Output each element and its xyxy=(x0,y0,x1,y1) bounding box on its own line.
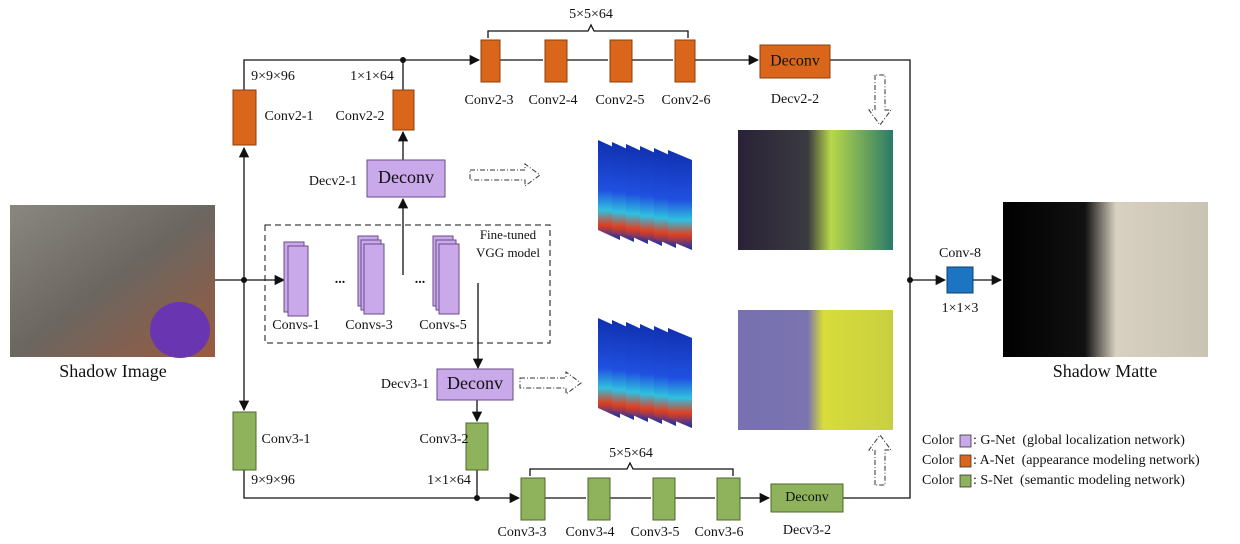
block-label: Convs-3 xyxy=(345,318,392,333)
output-label: Shadow Matte xyxy=(1053,361,1157,381)
ellipsis: ... xyxy=(335,272,346,287)
block-label: Conv3-5 xyxy=(631,525,680,540)
conv-block xyxy=(233,90,256,145)
dims-label: 9×9×96 xyxy=(251,69,295,84)
ellipsis: ... xyxy=(415,272,426,287)
legend-swatch xyxy=(960,475,971,487)
conv-block xyxy=(481,40,500,82)
deconv-text: Deconv xyxy=(770,53,820,70)
conv-stack xyxy=(284,236,459,316)
block-label: Conv-8 xyxy=(939,246,981,261)
box-label: Fine-tuned xyxy=(480,227,537,242)
block-label: Conv3-6 xyxy=(695,525,744,540)
block-label: Convs-5 xyxy=(419,318,466,333)
heatmap-stack xyxy=(598,140,692,250)
dims-label: 1×1×3 xyxy=(942,301,979,316)
output-image xyxy=(1003,202,1208,357)
heatmap-stack xyxy=(598,318,692,428)
block-label: Conv2-3 xyxy=(465,93,514,108)
legend-swatch xyxy=(960,435,971,447)
connector xyxy=(830,60,910,498)
hollow-arrow xyxy=(869,75,891,125)
conv-block xyxy=(653,478,675,520)
conv-block xyxy=(610,40,632,82)
input-label: Shadow Image xyxy=(59,361,166,381)
conv-block xyxy=(588,478,610,520)
hollow-arrow xyxy=(869,435,891,485)
block-label: Decv3-2 xyxy=(783,523,831,538)
block-label: Decv2-1 xyxy=(309,174,357,189)
block-label: Conv3-1 xyxy=(262,432,311,447)
block-label: Conv2-5 xyxy=(596,93,645,108)
brace xyxy=(530,463,733,476)
block-label: Conv3-3 xyxy=(498,525,547,540)
block-label: Decv3-1 xyxy=(381,377,429,392)
legend-text: : A-Net (appearance modeling network) xyxy=(973,453,1200,468)
hollow-arrow xyxy=(470,164,540,186)
deconv-text: Deconv xyxy=(378,167,434,187)
conv-block xyxy=(545,40,567,82)
block-label: Conv3-4 xyxy=(566,525,615,540)
conv-block xyxy=(947,267,973,293)
deconv-text: Deconv xyxy=(785,490,829,505)
dims-label: 5×5×64 xyxy=(569,7,613,22)
block-label: Decv2-2 xyxy=(771,92,819,107)
legend-prefix: Color xyxy=(922,433,954,448)
conv-block xyxy=(717,478,740,520)
box-label: VGG model xyxy=(476,245,540,260)
dims-label: 9×9×96 xyxy=(251,473,295,488)
block-label: Conv2-4 xyxy=(529,93,578,108)
block-label: Convs-1 xyxy=(272,318,319,333)
block-label: Conv2-1 xyxy=(265,109,314,124)
brace xyxy=(488,25,688,38)
conv-block xyxy=(393,90,414,130)
deconv-text: Deconv xyxy=(447,373,503,393)
diagram: Shadow Image Shadow Matte Conv2-1 Conv2-… xyxy=(0,0,1240,544)
legend: Color : G-Net (global localization networ… xyxy=(922,433,1200,488)
hollow-arrow xyxy=(520,372,581,394)
junction xyxy=(241,277,247,283)
legend-prefix: Color xyxy=(922,453,954,468)
block-label: Conv2-6 xyxy=(662,93,711,108)
block-label: Conv3-2 xyxy=(420,432,469,447)
legend-text: : G-Net (global localization network) xyxy=(973,433,1185,448)
input-image-object xyxy=(150,302,210,358)
dims-label: 5×5×64 xyxy=(609,446,653,461)
dims-label: 1×1×64 xyxy=(350,69,394,84)
conv-block xyxy=(466,423,488,470)
legend-text: : S-Net (semantic modeling network) xyxy=(973,473,1185,488)
conv-block xyxy=(675,40,695,82)
conv-block xyxy=(521,478,545,520)
dims-label: 1×1×64 xyxy=(427,473,471,488)
feature-image xyxy=(738,130,893,250)
legend-prefix: Color xyxy=(922,473,954,488)
conv-block xyxy=(233,412,256,470)
block-label: Conv2-2 xyxy=(336,109,385,124)
feature-image xyxy=(738,310,893,430)
legend-swatch xyxy=(960,455,971,467)
